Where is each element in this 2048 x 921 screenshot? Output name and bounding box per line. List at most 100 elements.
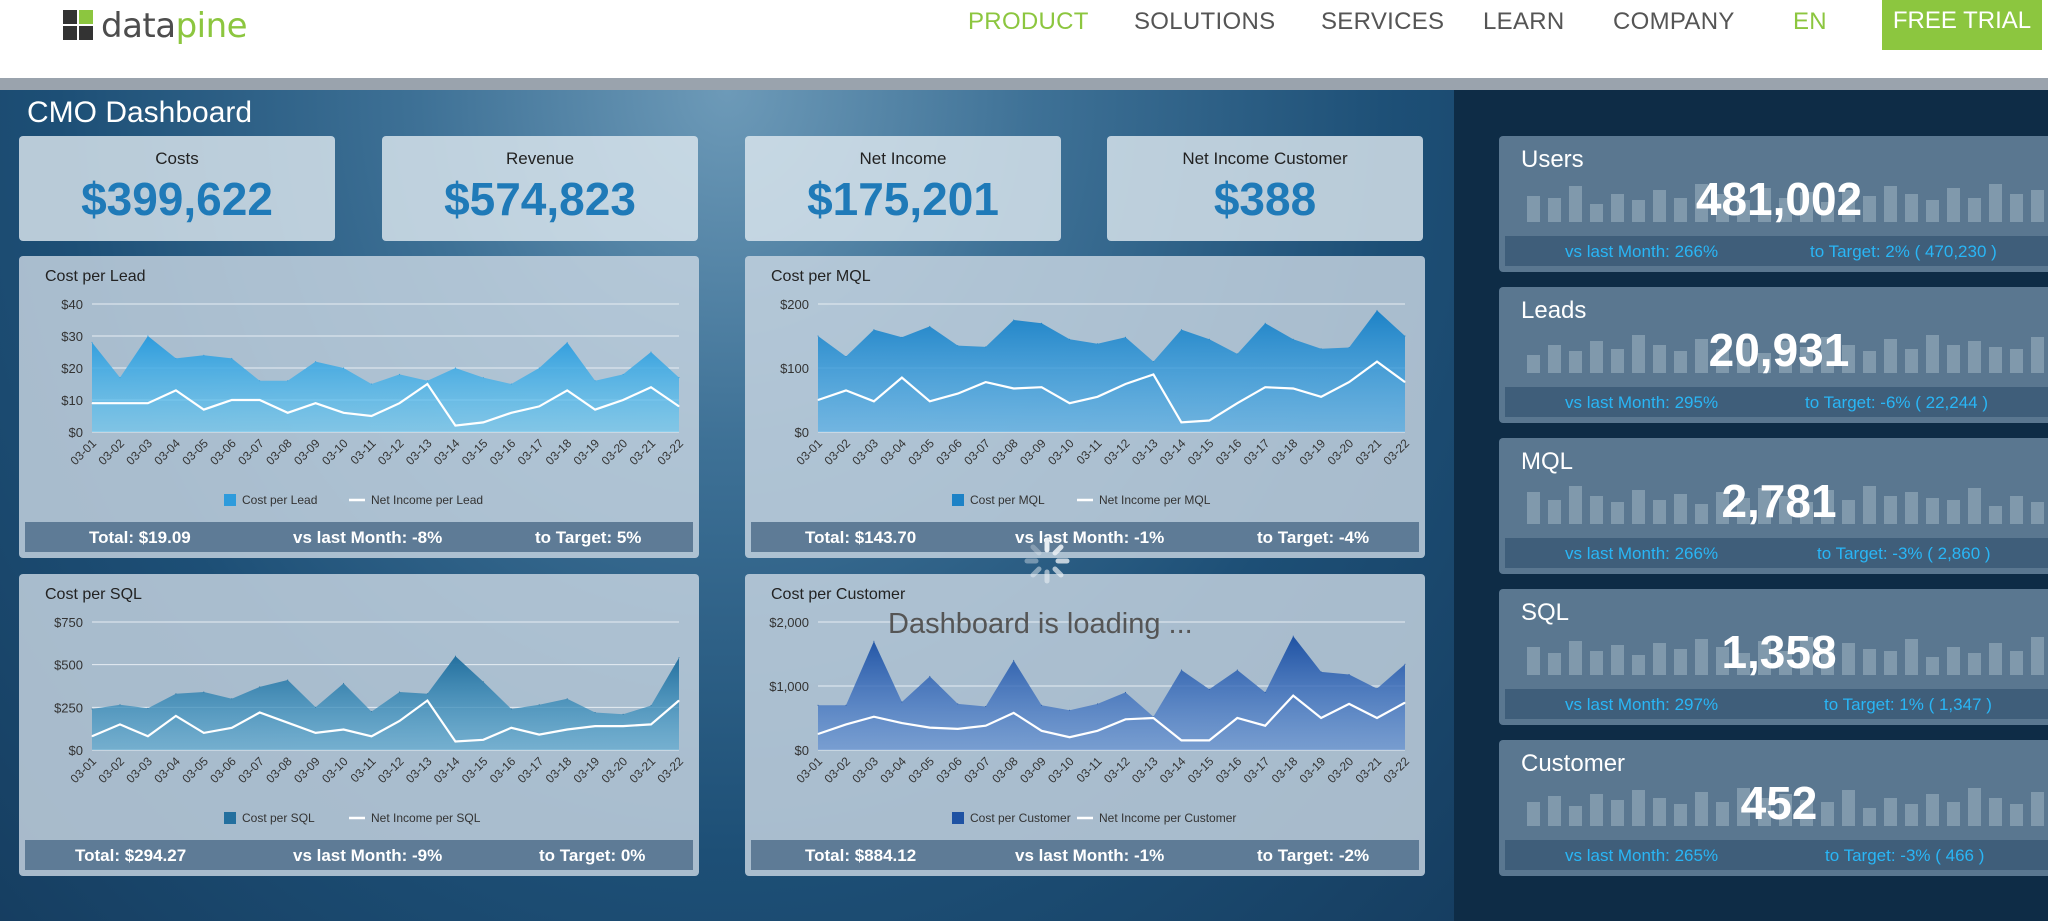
data-point-net-income — [901, 377, 903, 379]
metric-to-target: to Target: 2% ( 470,230 ) — [1810, 242, 1997, 261]
x-tick-label: 03-12 — [1101, 754, 1133, 786]
metric-card-mql[interactable]: MQL 2,781 vs last Month: 266% to Target:… — [1499, 438, 2048, 574]
nav-item-product[interactable]: PRODUCT — [968, 8, 1089, 35]
footer-to-target: to Target: -2% — [1257, 846, 1370, 865]
data-point-net-income — [259, 399, 261, 401]
legend-label-cost: Cost per Customer — [970, 811, 1071, 825]
metric-name: Users — [1521, 146, 1584, 173]
metric-footer: vs last Month: 295% to Target: -6% ( 22,… — [1505, 387, 2048, 417]
spark-bar — [1674, 649, 1687, 675]
chart-panel-cost-per-lead[interactable]: Cost per Lead $40 $30 $20 $10 $0 03-01 03-02 03… — [19, 256, 699, 558]
x-tick-label: 03-21 — [627, 436, 659, 468]
data-point-net-income — [650, 386, 652, 388]
kpi-card-net-income[interactable]: Net Income $175,201 — [745, 136, 1061, 241]
x-tick-label: 03-13 — [1129, 754, 1161, 786]
spark-bar — [1842, 190, 1855, 222]
x-tick-label: 03-16 — [1213, 754, 1245, 786]
data-point-cost — [594, 712, 596, 713]
spark-bar — [1758, 798, 1771, 826]
data-point-net-income — [1236, 717, 1238, 719]
chart-svg: $200 $100 $003-0103-0203-0303-0403-0503-06… — [780, 297, 1412, 507]
x-tick-label: 03-19 — [1297, 436, 1329, 468]
data-point-cost — [315, 361, 317, 363]
spark-bar — [1821, 647, 1834, 675]
kpi-card-net-income-customer[interactable]: Net Income Customer $388 — [1107, 136, 1423, 241]
metric-sparkbars — [1527, 335, 2044, 373]
metric-name: SQL — [1521, 599, 1570, 626]
spark-bar — [1800, 192, 1813, 222]
footer-total: Total: $884.12 — [805, 846, 917, 865]
data-point-cost — [566, 341, 568, 343]
kpi-value: $388 — [1213, 173, 1317, 225]
data-point-net-income — [873, 400, 875, 402]
metric-card-sql[interactable]: SQL 1,358 vs last Month: 297% to Target:… — [1499, 589, 2048, 725]
metric-vs-last-month: vs last Month: 297% — [1565, 695, 1719, 714]
chart-panel-cost-per-sql[interactable]: Cost per SQL $750 $500 $250 $0 03-01 03-02 03-… — [19, 574, 699, 876]
spark-bar — [1695, 339, 1708, 373]
spark-bar — [1758, 188, 1771, 222]
spark-bar — [2010, 651, 2023, 675]
x-tick-label: 03-21 — [1353, 436, 1385, 468]
data-point-cost — [1180, 669, 1182, 671]
spark-bar — [1569, 641, 1582, 675]
x-tick-label: 03-01 — [68, 436, 100, 468]
y-tick-label: $20 — [61, 361, 83, 376]
data-point-cost — [1069, 709, 1071, 711]
spark-bar — [1737, 343, 1750, 373]
spark-bar — [1884, 339, 1897, 373]
metric-value: 20,931 — [1708, 324, 1850, 376]
x-tick-label: 03-04 — [151, 754, 183, 786]
data-point-net-income — [1013, 712, 1015, 714]
y-tick-label: $40 — [61, 297, 83, 312]
metric-footer: vs last Month: 266% to Target: 2% ( 470,… — [1505, 236, 2048, 266]
legend-label-cost: Cost per MQL — [970, 493, 1045, 507]
metric-card-customer[interactable]: Customer 452 vs last Month: 265% to Targ… — [1499, 740, 2048, 876]
metric-vs-last-month: vs last Month: 266% — [1565, 242, 1719, 261]
nav-item-company[interactable]: COMPANY — [1613, 8, 1735, 35]
data-point-cost — [845, 704, 847, 706]
nav-item-learn[interactable]: LEARN — [1483, 8, 1565, 35]
nav-item-services[interactable]: SERVICES — [1321, 8, 1445, 35]
spark-bar — [1548, 345, 1561, 373]
chart-panel-cost-per-customer[interactable]: Cost per Customer $2,000 $1,000 $0 03-01 03-… — [745, 574, 1425, 876]
metric-card-leads[interactable]: Leads 20,931 vs last Month: 295% to Targ… — [1499, 287, 2048, 423]
x-tick-label: 03-11 — [348, 436, 379, 467]
x-tick-label: 03-08 — [989, 436, 1021, 468]
data-point-cost — [399, 691, 400, 693]
spark-bar — [1863, 808, 1876, 826]
x-tick-label: 03-17 — [515, 754, 547, 786]
data-point-cost — [1320, 348, 1322, 350]
metric-card-users[interactable]: Users 481,002 vs last Month: 266% to Tar… — [1499, 136, 2048, 272]
spark-bar — [1968, 341, 1981, 373]
x-tick-label: 03-20 — [599, 436, 631, 468]
data-point-cost — [287, 679, 289, 681]
data-point-cost — [873, 329, 875, 331]
legend-label-cost: Cost per Lead — [242, 493, 317, 507]
spark-bar — [1779, 198, 1792, 222]
x-tick-label: 03-21 — [627, 754, 659, 786]
data-point-cost — [1376, 309, 1378, 311]
x-tick-label: 03-07 — [235, 754, 267, 786]
datapine-logo[interactable]: datapine — [63, 6, 248, 46]
spark-bar — [2031, 637, 2044, 675]
chart-panel-cost-per-mql[interactable]: Cost per MQL $200 $100 $0 03-01 03-02 03-03 03… — [745, 256, 1425, 558]
data-point-net-income — [594, 725, 596, 727]
x-tick-label: 03-21 — [1353, 754, 1385, 786]
y-tick-label: $500 — [54, 658, 83, 673]
x-tick-label: 03-05 — [179, 754, 211, 786]
nav-item-solutions[interactable]: SOLUTIONS — [1134, 8, 1276, 35]
data-point-cost — [1013, 319, 1015, 321]
x-tick-label: 03-02 — [821, 436, 853, 468]
data-point-net-income — [1125, 718, 1126, 720]
data-point-cost — [1208, 688, 1210, 690]
kpi-card-costs[interactable]: Costs $399,622 — [19, 136, 335, 241]
data-point-cost — [1180, 329, 1182, 331]
series-area-cost — [818, 636, 1405, 750]
kpi-card-revenue[interactable]: Revenue $574,823 — [382, 136, 698, 241]
language-selector[interactable]: EN — [1793, 8, 1827, 35]
free-trial-button[interactable]: FREE TRIAL — [1882, 0, 2042, 50]
x-tick-label: 03-02 — [821, 754, 853, 786]
data-point-net-income — [1404, 381, 1406, 383]
y-tick-label: $10 — [61, 393, 83, 408]
data-point-net-income — [1264, 386, 1266, 388]
